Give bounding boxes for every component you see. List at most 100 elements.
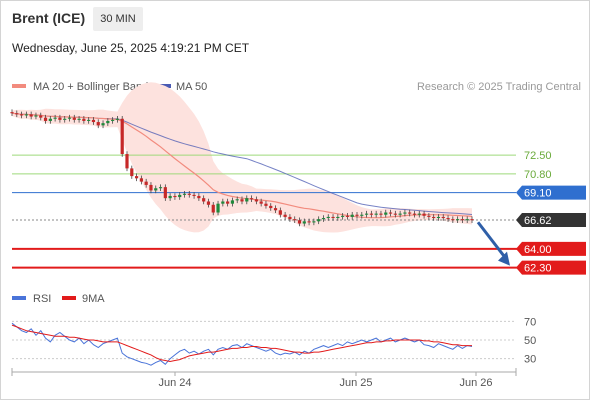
candle-body bbox=[317, 219, 321, 222]
candle-body bbox=[441, 216, 445, 219]
legend-rsi-swatch bbox=[12, 296, 26, 300]
candle-body bbox=[393, 213, 397, 215]
level-label-69-10: 69.10 bbox=[524, 188, 552, 200]
candle-body bbox=[240, 199, 244, 202]
level-label-72-50: 72.50 bbox=[524, 150, 552, 162]
candle-body bbox=[249, 198, 254, 200]
candle-body bbox=[91, 119, 96, 123]
candle-body bbox=[178, 194, 182, 198]
candle-body bbox=[245, 198, 249, 202]
candle-body bbox=[125, 154, 129, 169]
time-label-jun-26: Jun 26 bbox=[459, 377, 492, 389]
candle-body bbox=[96, 122, 100, 126]
candle-body bbox=[446, 218, 450, 220]
legend-rsi-label: RSI bbox=[33, 293, 51, 305]
candle-body bbox=[226, 201, 230, 204]
candle-body bbox=[24, 114, 28, 116]
legend-9ma-label: 9MA bbox=[82, 293, 105, 305]
candle-body bbox=[19, 114, 24, 116]
candle-body bbox=[465, 219, 469, 221]
candle-body bbox=[154, 188, 158, 191]
candle-body bbox=[216, 203, 220, 213]
candle-body bbox=[134, 176, 139, 179]
candle-body bbox=[384, 212, 388, 215]
instrument-title: Brent (ICE) bbox=[12, 10, 86, 26]
candle-body bbox=[293, 219, 297, 221]
candle-body bbox=[72, 117, 76, 120]
level-tag-64-00 bbox=[516, 241, 586, 256]
candle-body bbox=[101, 123, 105, 126]
candle-body bbox=[273, 208, 278, 211]
candle-body bbox=[187, 193, 191, 195]
candle-body bbox=[67, 117, 72, 119]
candle-body bbox=[29, 114, 33, 117]
timestamp: Wednesday, June 25, 2025 4:19:21 PM CET bbox=[12, 41, 250, 55]
candle-body bbox=[139, 178, 143, 182]
level-label-70-80: 70.80 bbox=[524, 169, 552, 181]
candle-body bbox=[297, 220, 302, 224]
candle-body bbox=[211, 204, 215, 213]
candle-body bbox=[48, 118, 52, 121]
candle-body bbox=[412, 213, 417, 215]
candle-body bbox=[436, 216, 441, 219]
candle-body bbox=[168, 195, 172, 199]
candle-body bbox=[34, 115, 38, 117]
time-label-jun-24: Jun 24 bbox=[158, 377, 191, 389]
rsi-9ma-line bbox=[11, 324, 472, 363]
forecast-arrow-head bbox=[498, 251, 510, 266]
candle-body bbox=[374, 213, 378, 215]
candle-body bbox=[350, 214, 354, 217]
candle-body bbox=[288, 216, 292, 220]
level-tag-69-10 bbox=[516, 185, 586, 200]
candle-body bbox=[422, 213, 426, 216]
candle-body bbox=[326, 216, 330, 219]
candle-body bbox=[10, 112, 14, 114]
candle-body bbox=[259, 201, 263, 204]
candle-body bbox=[39, 115, 43, 118]
candle-body bbox=[312, 221, 316, 223]
forecast-arrow-shaft bbox=[476, 221, 508, 260]
candle-body bbox=[163, 187, 167, 199]
candle-body bbox=[321, 218, 326, 220]
candle-body bbox=[254, 199, 258, 202]
candle-body bbox=[130, 168, 134, 177]
candle-body bbox=[192, 194, 196, 196]
candle-body bbox=[173, 195, 177, 198]
candle-body bbox=[264, 203, 268, 206]
rsi-tick-30: 30 bbox=[524, 354, 536, 366]
candle-body bbox=[336, 216, 340, 219]
candle-body bbox=[63, 118, 67, 120]
candle-body bbox=[87, 119, 91, 121]
candle-body bbox=[221, 201, 225, 204]
candle-body bbox=[230, 200, 235, 204]
candle-body bbox=[278, 210, 282, 215]
interval-badge[interactable]: 30 MIN bbox=[93, 7, 143, 31]
level-tag-66-62 bbox=[516, 213, 586, 228]
candle-body bbox=[144, 181, 148, 185]
level-tag-62-30 bbox=[516, 260, 586, 275]
candle-body bbox=[460, 219, 465, 221]
candle-body bbox=[451, 219, 455, 221]
rsi-tick-50: 50 bbox=[524, 335, 536, 347]
candle-body bbox=[355, 214, 359, 216]
candle-body bbox=[120, 118, 124, 155]
candle-body bbox=[58, 117, 62, 120]
rsi-tick-70: 70 bbox=[524, 316, 536, 328]
credit-text: Research © 2025 Trading Central bbox=[417, 81, 581, 93]
candle-body bbox=[403, 212, 407, 214]
candle-body bbox=[364, 213, 369, 215]
candle-body bbox=[106, 120, 110, 124]
candle-body bbox=[331, 216, 335, 219]
candle-body bbox=[111, 119, 115, 121]
level-label-62-30: 62.30 bbox=[524, 263, 552, 275]
candle-body bbox=[206, 201, 211, 205]
candle-body bbox=[149, 184, 153, 191]
candle-body bbox=[341, 215, 345, 217]
candle-body bbox=[53, 117, 57, 119]
candle-body bbox=[115, 118, 120, 120]
candle-body bbox=[388, 212, 393, 214]
candle-body bbox=[360, 214, 364, 216]
candle-body bbox=[182, 193, 187, 195]
